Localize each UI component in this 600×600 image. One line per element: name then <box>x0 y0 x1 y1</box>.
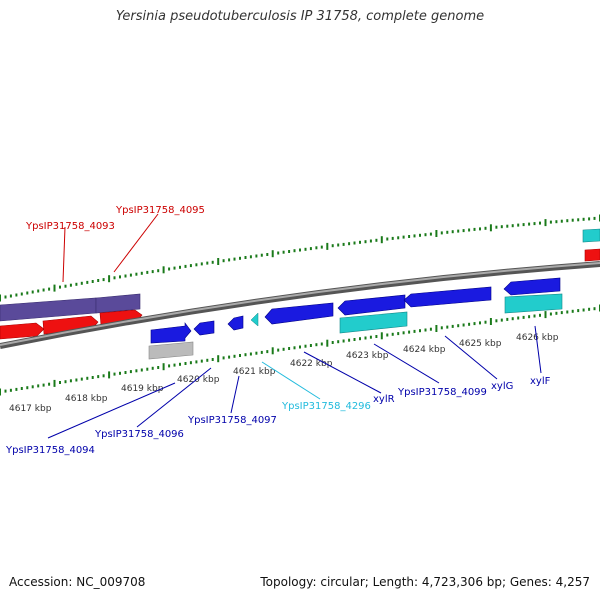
gene-blue-arrow[interactable] <box>337 294 406 316</box>
gene-grey-feature[interactable] <box>148 341 194 360</box>
leader-line <box>47 382 176 439</box>
upper-tick-track <box>0 214 600 302</box>
gene-label[interactable]: YpsIP31758_4099 <box>397 387 487 398</box>
leader-line <box>303 351 382 394</box>
kbp-label: 4624 kbp <box>403 345 446 355</box>
gene-blue-arrow[interactable] <box>403 286 492 308</box>
genome-summary-text: Topology: circular; Length: 4,723,306 bp… <box>260 575 590 589</box>
gene-cyan-feature[interactable] <box>582 228 600 243</box>
leader-line <box>230 375 240 414</box>
kbp-label: 4620 kbp <box>177 375 220 385</box>
lower-tick-track <box>0 304 600 396</box>
gene-purple-feature[interactable] <box>95 293 141 314</box>
leader-line <box>444 335 498 380</box>
gene-cyan-small[interactable] <box>250 312 259 327</box>
gene-label[interactable]: xylR <box>373 394 395 405</box>
gene-blue-arrow[interactable] <box>193 320 215 336</box>
kbp-label: 4625 kbp <box>459 339 502 349</box>
gene-cyan-feature[interactable] <box>504 293 563 314</box>
gene-blue-arrow[interactable] <box>150 322 192 344</box>
gene-red-arrow[interactable] <box>0 322 45 340</box>
gene-label[interactable]: xylG <box>491 381 513 392</box>
gene-red-arrow[interactable] <box>584 248 600 262</box>
kbp-label: 4622 kbp <box>290 359 333 369</box>
gene-blue-arrow[interactable] <box>264 302 334 325</box>
gene-label[interactable]: xylF <box>530 376 551 387</box>
gene-label[interactable]: YpsIP31758_4093 <box>25 221 115 232</box>
gene-blue-arrow[interactable] <box>503 277 561 296</box>
kbp-label: 4619 kbp <box>121 384 164 394</box>
kbp-label: 4618 kbp <box>65 394 108 404</box>
leader-line <box>62 226 66 283</box>
leader-line <box>534 325 542 374</box>
kbp-label: 4617 kbp <box>9 404 52 414</box>
gene-label[interactable]: YpsIP31758_4296 <box>281 401 371 412</box>
leader-line <box>136 367 212 428</box>
kbp-label: 4621 kbp <box>233 367 276 377</box>
page-title: Yersinia pseudotuberculosis IP 31758, co… <box>115 9 485 24</box>
gene-label[interactable]: YpsIP31758_4094 <box>5 445 95 456</box>
leader-line <box>373 343 440 384</box>
gene-blue-arrow[interactable] <box>227 315 244 331</box>
gene-cyan-feature[interactable] <box>339 311 408 334</box>
kbp-label: 4623 kbp <box>346 351 389 361</box>
accession-text: Accession: NC_009708 <box>9 575 146 589</box>
kbp-label: 4626 kbp <box>516 333 559 343</box>
gene-label[interactable]: YpsIP31758_4096 <box>94 429 184 440</box>
leader-line <box>261 361 321 400</box>
gene-label[interactable]: YpsIP31758_4097 <box>187 415 277 426</box>
gene-label[interactable]: YpsIP31758_4095 <box>115 205 205 216</box>
leader-line <box>113 213 159 273</box>
genome-backbone-highlight <box>0 262 600 346</box>
